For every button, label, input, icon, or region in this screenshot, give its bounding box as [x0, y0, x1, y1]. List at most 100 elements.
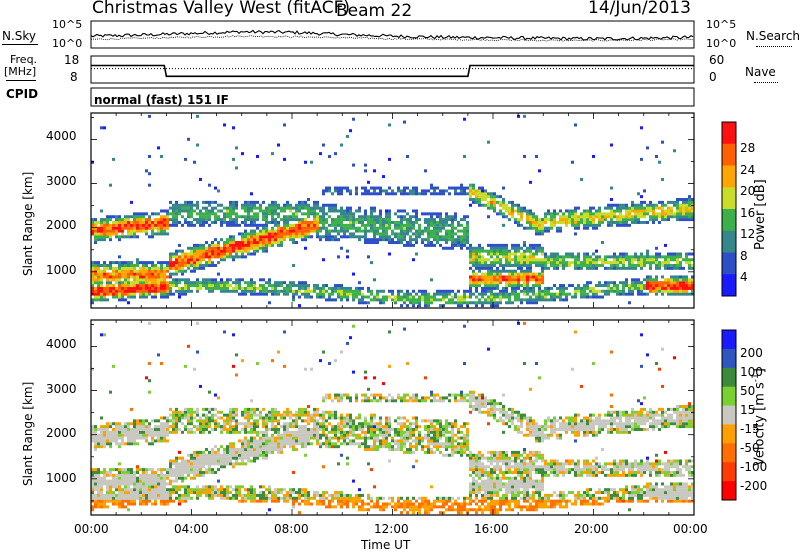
velocity-cell	[196, 407, 199, 411]
power-cell	[238, 249, 241, 253]
power-cell	[190, 223, 193, 227]
velocity-cell	[187, 419, 190, 423]
velocity-cell	[292, 430, 295, 434]
power-cell	[148, 183, 151, 187]
velocity-cell	[151, 468, 154, 472]
power-cell	[97, 278, 100, 282]
power-cell	[325, 226, 328, 230]
power-cell	[136, 212, 139, 216]
beam-label: Beam 22	[336, 1, 413, 21]
power-cell	[91, 266, 94, 270]
power-cell	[235, 220, 238, 224]
power-cell	[685, 284, 688, 288]
power-cell	[187, 286, 190, 290]
velocity-cell	[223, 453, 226, 457]
power-cell	[418, 223, 421, 227]
power-cell	[352, 223, 355, 227]
velocity-cell	[91, 433, 94, 437]
velocity-cell	[175, 491, 178, 495]
velocity-cell	[163, 476, 166, 480]
power-cell	[199, 261, 202, 265]
power-cell	[442, 226, 445, 230]
power-cell	[382, 232, 385, 236]
velocity-cell	[235, 493, 238, 497]
power-cell	[619, 281, 622, 285]
power-cell	[478, 298, 481, 302]
power-cell	[409, 220, 412, 224]
velocity-cell	[280, 442, 283, 446]
power-cell	[127, 284, 130, 288]
power-cell	[427, 229, 430, 233]
power-cell	[556, 220, 559, 224]
power-cell	[313, 220, 316, 224]
velocity-cell	[175, 456, 178, 460]
velocity-cell	[142, 499, 145, 503]
power-cell	[97, 232, 100, 236]
power-cell	[91, 286, 94, 290]
velocity-cell	[229, 491, 232, 495]
power-cell	[496, 252, 499, 256]
power-cell	[490, 304, 493, 308]
power-cell	[307, 209, 310, 213]
power-cell	[442, 223, 445, 227]
power-cell	[163, 289, 166, 293]
power-cell	[544, 295, 547, 299]
power-cell	[370, 220, 373, 224]
velocity-cell	[112, 433, 115, 437]
velocity-cell	[292, 496, 295, 500]
power-cell	[247, 238, 250, 242]
velocity-cell	[133, 502, 136, 506]
power-cell	[550, 255, 553, 259]
power-cell	[97, 226, 100, 230]
freq-line-key	[6, 80, 36, 81]
power-cell	[649, 203, 652, 207]
power-cell	[439, 226, 442, 230]
power-cell	[304, 212, 307, 216]
power-cell	[658, 200, 661, 204]
power-cell	[367, 295, 370, 299]
power-cell	[103, 286, 106, 290]
velocity-cell	[109, 482, 112, 486]
power-cell	[631, 284, 634, 288]
power-cell	[178, 220, 181, 224]
power-cell	[247, 232, 250, 236]
velocity-cell	[232, 456, 235, 460]
velocity-cell	[235, 488, 238, 492]
power-cell	[280, 289, 283, 293]
power-cell	[496, 295, 499, 299]
power-cell	[553, 212, 556, 216]
velocity-cell	[202, 473, 205, 477]
velocity-cell	[205, 491, 208, 495]
power-cell	[214, 243, 217, 247]
power-cell	[625, 284, 628, 288]
velocity-cell	[127, 468, 130, 472]
velocity-cell	[190, 416, 193, 420]
power-cell	[667, 252, 670, 256]
power-cell	[139, 223, 142, 227]
power-cell	[100, 289, 103, 293]
power-cell	[472, 275, 475, 279]
power-cell	[505, 281, 508, 285]
power-cell	[262, 226, 265, 230]
power-cell	[673, 200, 676, 204]
power-cell	[691, 209, 694, 213]
power-cell	[658, 263, 661, 267]
power-cell	[430, 192, 433, 196]
velocity-cell	[190, 419, 193, 423]
velocity-cell	[160, 470, 163, 474]
power-cell	[130, 229, 133, 233]
power-cell	[229, 278, 232, 282]
velocity-cell	[109, 436, 112, 440]
power-cell	[229, 252, 232, 256]
power-cell	[529, 218, 532, 222]
power-cell	[205, 252, 208, 256]
power-cell	[502, 292, 505, 296]
power-cell	[592, 212, 595, 216]
velocity-cell	[181, 476, 184, 480]
power-cell	[493, 292, 496, 296]
velocity-cell	[250, 496, 253, 500]
power-cell	[490, 266, 493, 270]
power-cell	[262, 289, 265, 293]
power-cell	[100, 298, 103, 302]
